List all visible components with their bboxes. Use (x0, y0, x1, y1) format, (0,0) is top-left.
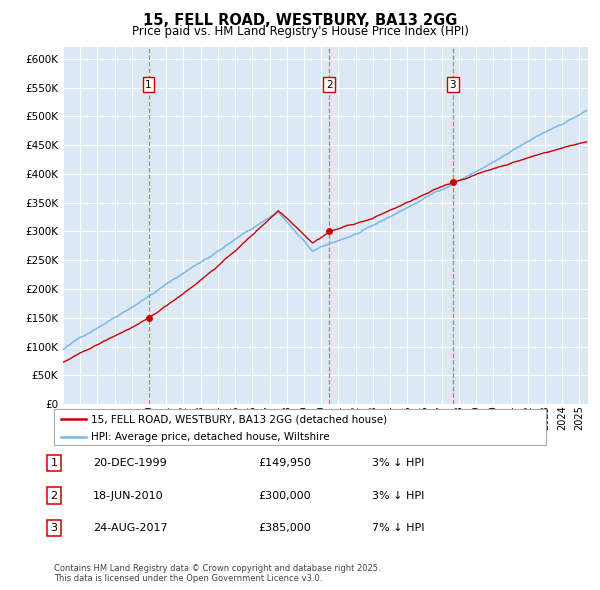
Text: 1: 1 (50, 458, 58, 468)
Text: 3: 3 (50, 523, 58, 533)
Text: 2: 2 (50, 491, 58, 500)
Text: 7% ↓ HPI: 7% ↓ HPI (372, 523, 425, 533)
Text: 15, FELL ROAD, WESTBURY, BA13 2GG: 15, FELL ROAD, WESTBURY, BA13 2GG (143, 13, 457, 28)
Text: 20-DEC-1999: 20-DEC-1999 (93, 458, 167, 468)
Text: HPI: Average price, detached house, Wiltshire: HPI: Average price, detached house, Wilt… (91, 432, 329, 442)
Text: 2: 2 (326, 80, 332, 90)
Text: 15, FELL ROAD, WESTBURY, BA13 2GG (detached house): 15, FELL ROAD, WESTBURY, BA13 2GG (detac… (91, 414, 387, 424)
Text: £385,000: £385,000 (258, 523, 311, 533)
Text: Price paid vs. HM Land Registry's House Price Index (HPI): Price paid vs. HM Land Registry's House … (131, 25, 469, 38)
Text: 3% ↓ HPI: 3% ↓ HPI (372, 491, 424, 500)
Text: 18-JUN-2010: 18-JUN-2010 (93, 491, 164, 500)
Text: Contains HM Land Registry data © Crown copyright and database right 2025.
This d: Contains HM Land Registry data © Crown c… (54, 563, 380, 583)
Text: 24-AUG-2017: 24-AUG-2017 (93, 523, 167, 533)
Text: 3: 3 (449, 80, 456, 90)
Text: 3% ↓ HPI: 3% ↓ HPI (372, 458, 424, 468)
Text: £149,950: £149,950 (258, 458, 311, 468)
Text: 1: 1 (145, 80, 152, 90)
Text: £300,000: £300,000 (258, 491, 311, 500)
